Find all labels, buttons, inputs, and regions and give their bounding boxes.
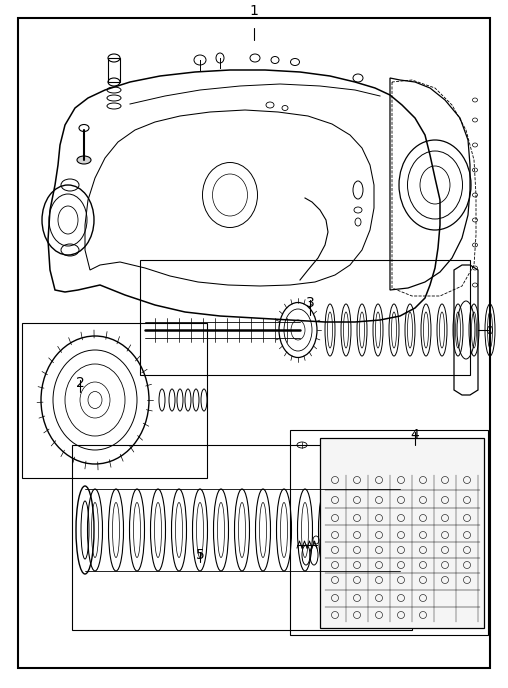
- Bar: [320, 438, 484, 628]
- Bar: [140, 260, 470, 375]
- Bar: [72, 445, 412, 630]
- Text: 2: 2: [76, 376, 84, 390]
- Ellipse shape: [77, 156, 91, 164]
- Text: 4: 4: [410, 428, 420, 442]
- Text: 1: 1: [249, 4, 259, 18]
- Bar: [22, 323, 207, 478]
- Bar: [290, 430, 488, 635]
- Text: 5: 5: [196, 548, 204, 562]
- Text: 3: 3: [306, 296, 314, 310]
